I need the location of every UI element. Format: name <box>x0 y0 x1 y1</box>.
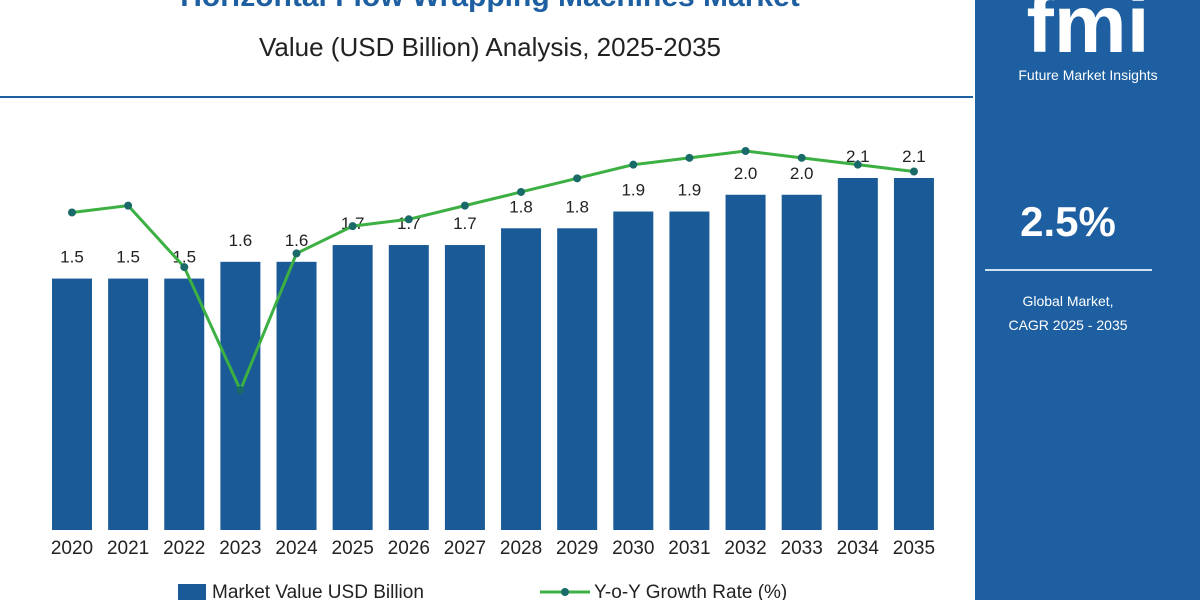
bar <box>332 245 373 531</box>
value-label: 2.0 <box>734 164 758 183</box>
growth-point <box>853 160 862 169</box>
bar <box>781 194 822 530</box>
x-tick-label: 2021 <box>107 538 149 559</box>
x-tick-label: 2024 <box>275 538 318 559</box>
bar <box>557 228 598 531</box>
growth-point <box>460 201 469 210</box>
growth-point <box>685 153 694 162</box>
x-tick-label: 2022 <box>163 538 205 559</box>
growth-point <box>404 215 413 224</box>
x-tick-label: 2032 <box>724 538 766 559</box>
growth-point <box>236 386 245 394</box>
bar <box>893 178 934 530</box>
sidebar-panel <box>975 0 1200 600</box>
value-label: 1.9 <box>621 181 645 200</box>
value-label: 1.8 <box>565 197 589 216</box>
x-tick-label: 2025 <box>332 538 374 559</box>
legend-label: Market Value USD Billion <box>212 582 424 600</box>
value-label: 1.5 <box>60 248 84 267</box>
growth-point <box>797 153 806 162</box>
value-label: 1.8 <box>509 197 533 216</box>
growth-point <box>629 160 638 169</box>
cagr-value: 2.5% <box>1020 198 1116 245</box>
value-label: 2.0 <box>790 164 814 183</box>
x-tick-label: 2033 <box>781 538 823 559</box>
value-label: 1.9 <box>678 181 702 200</box>
growth-point <box>292 249 301 258</box>
value-label: 1.7 <box>453 214 477 233</box>
value-label: 1.6 <box>229 231 253 250</box>
x-tick-label: 2029 <box>556 538 598 559</box>
bar <box>444 245 485 531</box>
growth-point <box>573 174 582 183</box>
growth-point <box>68 208 76 217</box>
chart-title: Horizontal Flow Wrapping Machines Market <box>180 0 800 13</box>
x-tick-label: 2034 <box>837 538 880 559</box>
x-tick-label: 2027 <box>444 538 486 559</box>
x-tick-label: 2030 <box>612 538 654 559</box>
value-label: 2.1 <box>902 147 926 166</box>
value-label: 1.5 <box>116 248 140 267</box>
logo: fmi <box>1027 0 1150 70</box>
x-tick-label: 2023 <box>219 538 261 559</box>
brand: Future Market Insights <box>1018 67 1157 83</box>
bar <box>725 194 766 530</box>
growth-point <box>909 167 918 176</box>
growth-point <box>741 147 750 155</box>
bar <box>613 211 654 530</box>
bar <box>276 261 317 530</box>
growth-point <box>517 187 526 196</box>
x-tick-label: 2028 <box>500 538 542 559</box>
bar <box>501 228 542 531</box>
x-tick-label: 2020 <box>51 538 93 559</box>
growth-point <box>348 222 357 231</box>
bar <box>52 278 92 530</box>
legend-label: Y-o-Y Growth Rate (%) <box>594 582 787 600</box>
legend-swatch <box>178 584 206 600</box>
x-tick-label: 2031 <box>668 538 710 559</box>
bar <box>388 245 429 531</box>
value-label: 2.1 <box>846 147 870 166</box>
cagr-caption: CAGR 2025 - 2035 <box>1008 317 1127 333</box>
value-label: 1.6 <box>285 231 309 250</box>
cagr-caption: Global Market, <box>1022 293 1113 309</box>
bar <box>837 178 878 530</box>
bar <box>108 278 149 530</box>
x-tick-label: 2026 <box>388 538 430 559</box>
bar <box>164 278 205 530</box>
growth-point <box>124 201 133 210</box>
growth-line <box>71 149 915 394</box>
x-tick-label: 2035 <box>893 538 935 559</box>
legend-swatch <box>561 588 569 596</box>
bar <box>669 211 710 530</box>
chart-subtitle: Value (USD Billion) Analysis, 2025-2035 <box>259 32 721 62</box>
growth-point <box>180 263 189 272</box>
bar <box>220 261 261 530</box>
